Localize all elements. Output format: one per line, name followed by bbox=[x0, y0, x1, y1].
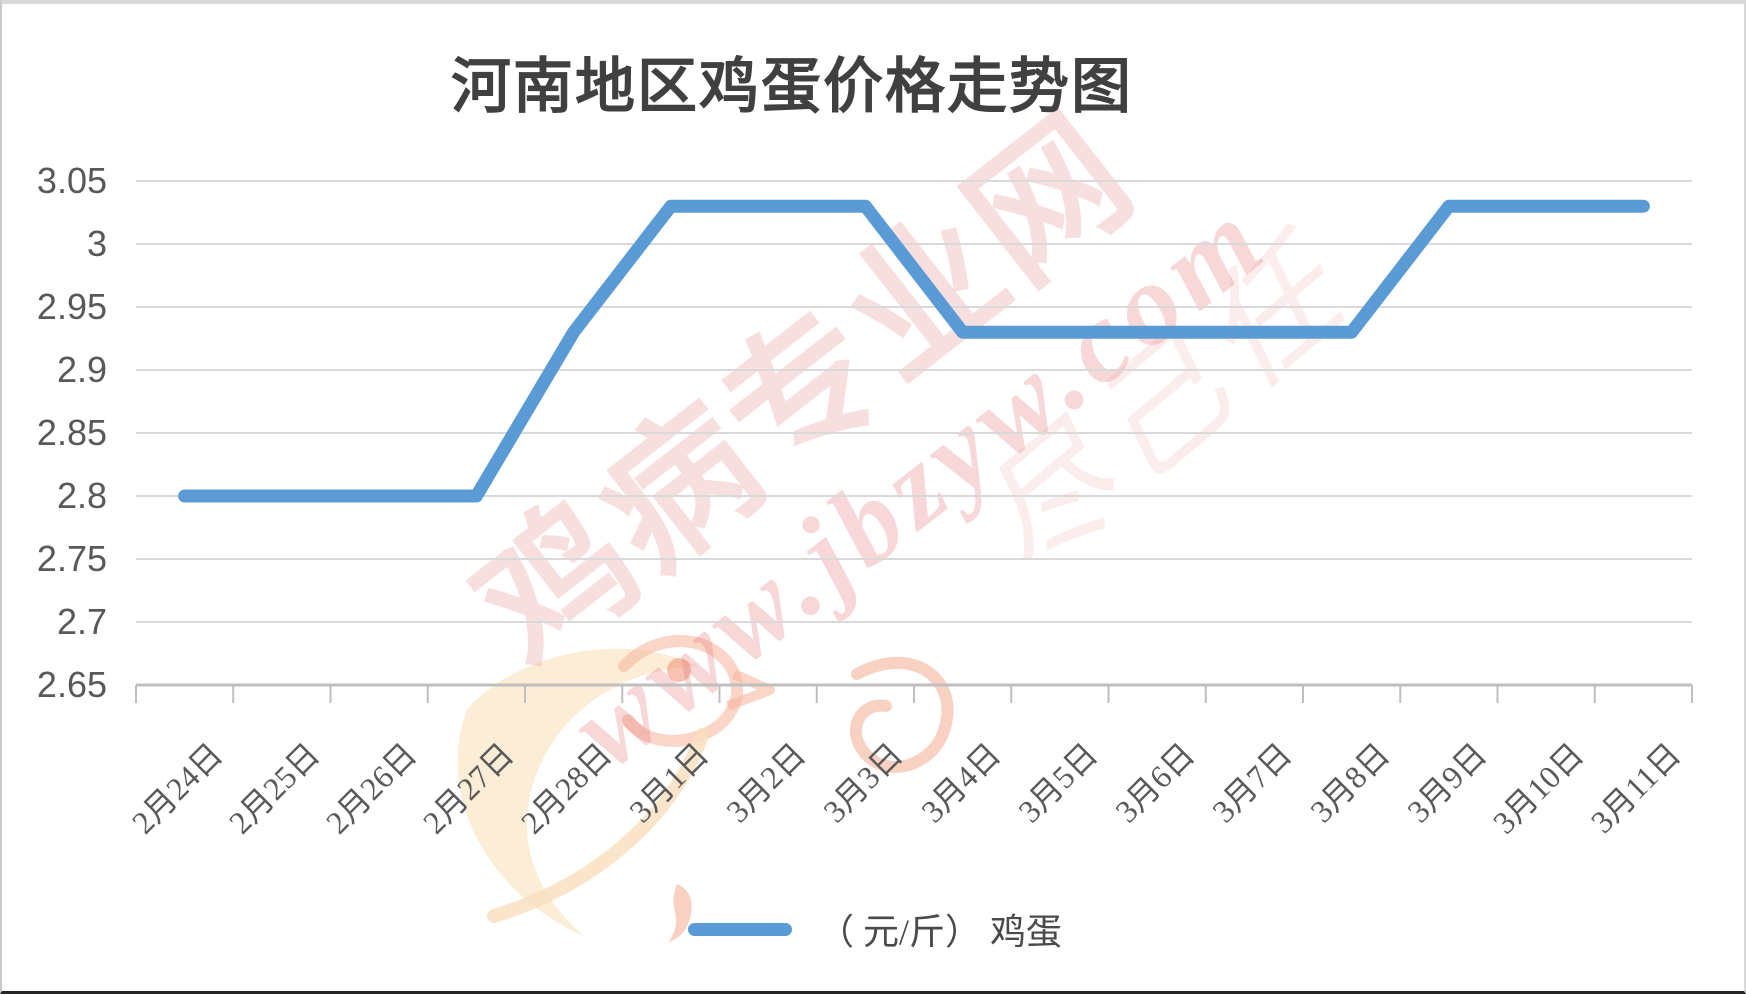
price-series-line bbox=[178, 199, 1650, 503]
y-axis-label: 2.65 bbox=[36, 664, 107, 705]
y-axis-label: 3 bbox=[86, 223, 107, 264]
y-axis-label: 2.85 bbox=[36, 412, 107, 453]
y-axis-label: 2.75 bbox=[36, 538, 107, 579]
legend-label: （ 元/斤） 鸡蛋 bbox=[817, 912, 1062, 952]
chart-title: 河南地区鸡蛋价格走势图 bbox=[451, 54, 1133, 120]
legend: （ 元/斤） 鸡蛋 bbox=[2, 903, 1744, 955]
y-axis-label: 2.7 bbox=[56, 601, 107, 642]
legend-line-swatch bbox=[687, 922, 792, 936]
y-axis-label: 2.9 bbox=[56, 349, 107, 390]
y-axis-label: 2.95 bbox=[36, 286, 107, 327]
price-line-chart bbox=[135, 180, 1693, 703]
y-axis-label: 3.05 bbox=[36, 160, 107, 201]
y-axis-label: 2.8 bbox=[56, 475, 107, 516]
